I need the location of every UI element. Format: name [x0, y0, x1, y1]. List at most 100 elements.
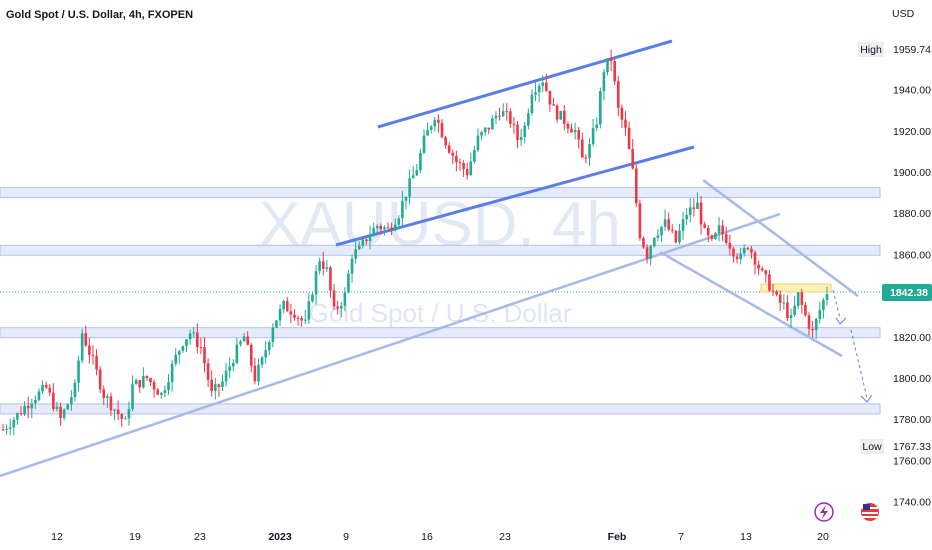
- candle: [303, 319, 307, 321]
- candle: [383, 227, 386, 230]
- candle: [235, 344, 239, 363]
- candle: [210, 379, 213, 391]
- support-zone: [0, 187, 881, 199]
- candle: [19, 413, 23, 415]
- candle: [440, 122, 444, 138]
- upper-channel-top-line[interactable]: [377, 39, 673, 129]
- candle: [149, 378, 152, 383]
- candle: [318, 261, 321, 272]
- candle: [59, 406, 62, 418]
- y-tick-label: 1780.00: [893, 414, 931, 426]
- candle: [609, 58, 613, 61]
- currency-label: USD: [892, 8, 915, 20]
- falling-channel-top-line[interactable]: [702, 178, 859, 298]
- candle: [577, 130, 581, 140]
- candle: [498, 115, 501, 117]
- candle: [307, 301, 311, 320]
- candle: [771, 290, 775, 292]
- candle: [807, 315, 811, 329]
- candles: [1, 49, 829, 436]
- candle: [80, 333, 84, 361]
- candle: [814, 318, 818, 331]
- candle: [469, 161, 473, 176]
- y-tick-label: 1740.00: [893, 497, 931, 509]
- candle: [699, 202, 703, 225]
- candle: [483, 127, 487, 133]
- candle: [368, 235, 372, 242]
- candle: [221, 381, 224, 387]
- x-tick-label: 9: [343, 531, 349, 543]
- watermark-name: Gold Spot / U.S. Dollar: [309, 298, 572, 328]
- candle: [541, 82, 545, 86]
- candle: [397, 218, 401, 225]
- high-marker: High 1959.74: [858, 42, 931, 57]
- candle: [325, 267, 329, 269]
- candle: [228, 366, 231, 371]
- candle: [721, 225, 724, 235]
- x-tick-label: 7: [678, 531, 684, 543]
- candle: [476, 135, 480, 151]
- high-value: 1959.74: [893, 44, 931, 56]
- candle: [688, 207, 692, 215]
- candle: [742, 248, 746, 254]
- candle: [98, 369, 102, 390]
- candle: [350, 258, 354, 274]
- candle: [685, 214, 688, 220]
- candle: [760, 268, 764, 271]
- y-tick-label: 1760.00: [893, 455, 931, 467]
- candle: [545, 82, 548, 91]
- x-tick-label: 2023: [268, 531, 292, 543]
- candle: [37, 391, 41, 400]
- candle: [239, 341, 242, 345]
- candle: [393, 224, 397, 231]
- candle: [573, 130, 577, 133]
- candle: [102, 389, 106, 399]
- candle: [480, 132, 483, 136]
- candle: [537, 85, 541, 93]
- candle: [429, 126, 433, 130]
- candle: [505, 111, 509, 113]
- candle: [113, 409, 116, 411]
- candle: [357, 245, 361, 250]
- candle: [570, 128, 573, 133]
- candle: [717, 225, 721, 234]
- candle: [728, 242, 732, 249]
- candle: [563, 110, 566, 124]
- candle: [314, 271, 318, 295]
- candle: [264, 350, 267, 358]
- time-axis[interactable]: 12 19 23 2023 9 16 23 Feb 7 13 20: [51, 531, 829, 543]
- us-flag-icon[interactable]: [861, 503, 879, 521]
- x-tick-label: 23: [194, 531, 206, 543]
- candle: [696, 202, 699, 209]
- candle: [509, 111, 512, 124]
- candle: [624, 119, 627, 128]
- lightning-icon[interactable]: [814, 502, 834, 522]
- falling-channel-bottom-line[interactable]: [659, 250, 843, 358]
- candle: [703, 224, 706, 228]
- candle: [825, 294, 829, 300]
- candle: [203, 347, 206, 364]
- candle: [224, 370, 228, 382]
- candle: [638, 203, 642, 239]
- candle: [444, 137, 447, 146]
- candle: [282, 300, 285, 310]
- candle: [293, 314, 296, 318]
- x-tick-label: Feb: [608, 531, 627, 543]
- candle: [52, 392, 55, 409]
- candle: [160, 392, 163, 395]
- candle: [8, 427, 12, 430]
- candle: [768, 274, 771, 291]
- candle: [584, 157, 588, 159]
- candle: [70, 397, 73, 405]
- candle: [617, 81, 620, 108]
- candle: [426, 129, 429, 136]
- candle: [188, 333, 192, 340]
- candle: [5, 429, 8, 431]
- candle: [602, 72, 606, 92]
- candle: [181, 346, 185, 351]
- candle: [437, 119, 440, 123]
- candle: [62, 409, 66, 418]
- candle: [447, 145, 451, 153]
- support-zone: [0, 403, 881, 415]
